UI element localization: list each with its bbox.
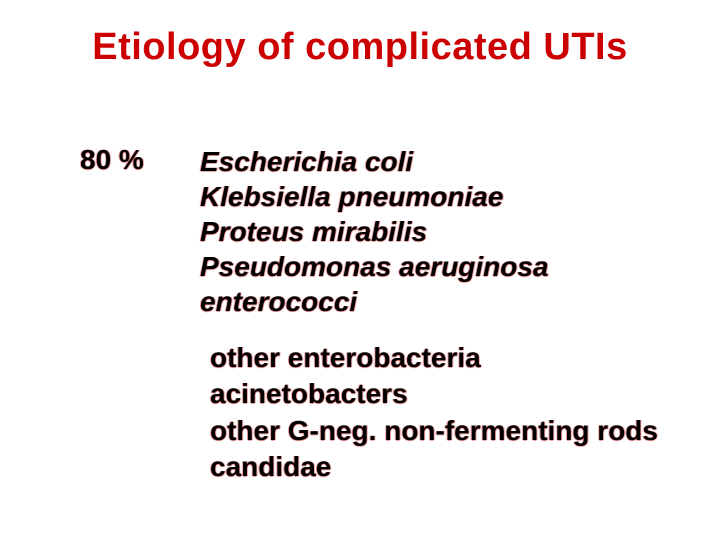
- list-item: Proteus mirabilis: [200, 214, 549, 249]
- list-item: other G-neg. non-fermenting rods: [210, 413, 658, 449]
- list-item: candidae: [210, 449, 658, 485]
- slide-title: Etiology of complicated UTIs: [0, 26, 720, 69]
- list-item: other enterobacteria: [210, 340, 658, 376]
- list-item: acinetobacters: [210, 376, 658, 412]
- list-item: Pseudomonas aeruginosa: [200, 249, 549, 284]
- secondary-organism-list: other enterobacteria acinetobacters othe…: [210, 340, 658, 486]
- list-item: Escherichia coli: [200, 144, 549, 179]
- primary-organism-list: Escherichia coli Klebsiella pneumoniae P…: [200, 144, 549, 319]
- percent-label: 80 %: [80, 144, 144, 176]
- list-item: enterococci: [200, 284, 549, 319]
- list-item: Klebsiella pneumoniae: [200, 179, 549, 214]
- slide: Etiology of complicated UTIs 80 % Escher…: [0, 0, 720, 540]
